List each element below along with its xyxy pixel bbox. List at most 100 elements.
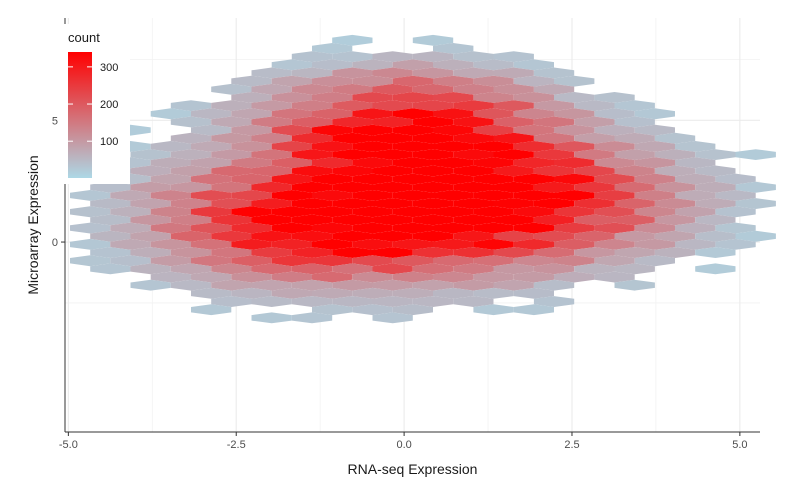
hex-cell: [150, 173, 191, 185]
hex-cell: [574, 165, 615, 177]
hex-cell: [453, 181, 494, 193]
hex-cell: [715, 190, 756, 201]
hex-cell: [271, 124, 312, 136]
hex-cell: [675, 222, 716, 234]
hex-cell: [654, 214, 696, 226]
hex-cell: [392, 141, 433, 152]
hex-cell: [513, 108, 554, 120]
hex-cell: [614, 149, 655, 160]
hex-cell: [251, 296, 292, 307]
hex-cell: [412, 51, 454, 63]
hex-cell: [312, 304, 353, 316]
hex-cell: [392, 157, 433, 169]
hex-cell: [433, 287, 474, 299]
y-axis-title: Microarray Expression: [25, 155, 41, 294]
hex-cell: [312, 141, 353, 152]
hex-cell: [392, 124, 433, 136]
hex-cell: [392, 238, 433, 250]
hex-cell: [170, 149, 212, 160]
hex-cell: [271, 59, 312, 71]
hex-cell: [231, 141, 272, 152]
legend-tick-label: 200: [100, 99, 118, 111]
y-tick-label: 5: [52, 115, 58, 127]
hex-cell: [412, 165, 454, 177]
hex-cell: [473, 124, 514, 136]
hex-cell: [191, 304, 232, 316]
hex-cell: [231, 157, 272, 169]
x-tick-label: -5.0: [59, 439, 78, 451]
hex-cell: [352, 157, 393, 169]
hex-cell: [493, 149, 534, 160]
hex-cell: [493, 51, 534, 63]
hex-cell: [473, 190, 514, 201]
hex-cell: [231, 287, 272, 299]
hex-cell: [332, 198, 373, 209]
hex-cell: [634, 238, 675, 250]
hex-cell: [473, 157, 514, 169]
hex-cell: [614, 247, 655, 258]
hex-cell: [493, 100, 534, 112]
hex-cell: [513, 238, 554, 250]
hex-cell: [372, 67, 413, 79]
hex-cell: [312, 222, 353, 234]
hex-cell: [312, 59, 353, 71]
hex-cell: [352, 124, 393, 136]
hex-cell: [533, 165, 575, 177]
hex-cell: [291, 312, 333, 324]
hex-cell: [412, 83, 454, 95]
x-tick-label: 5.0: [732, 439, 747, 451]
hex-cell: [332, 214, 373, 226]
hex-cell: [211, 181, 252, 193]
hex-cell: [735, 230, 776, 242]
hex-cell: [554, 255, 595, 267]
hex-cell: [594, 190, 635, 201]
hex-cell: [433, 271, 474, 283]
hex-cell: [211, 296, 252, 307]
hex-cell: [372, 214, 413, 226]
hex-cell: [675, 206, 716, 218]
hex-cell: [130, 279, 171, 291]
hex-cell: [110, 222, 151, 234]
hex-cell: [90, 263, 131, 275]
hex-cell: [352, 173, 393, 185]
hex-cell: [392, 173, 433, 185]
hex-cell: [614, 263, 655, 275]
hex-cell: [251, 263, 292, 275]
hex-cell: [493, 247, 534, 258]
hex-cell: [594, 173, 635, 185]
hex-cell: [513, 173, 554, 185]
hex-cell: [312, 173, 353, 185]
hex-cell: [493, 181, 534, 193]
hex-cell: [312, 271, 353, 283]
hex-cell: [352, 287, 393, 299]
hex-cell: [170, 214, 212, 226]
hex-cell: [170, 230, 212, 242]
hex-cell: [695, 214, 736, 226]
hex-cell: [695, 247, 736, 258]
hex-cell: [453, 230, 494, 242]
hex-cell: [473, 271, 514, 283]
hex-cell: [251, 214, 292, 226]
hex-cell: [352, 271, 393, 283]
hex-cell: [90, 198, 131, 209]
x-axis-title: RNA-seq Expression: [348, 461, 478, 477]
hex-cell: [150, 238, 191, 250]
hex-cell: [533, 230, 575, 242]
hex-cell: [493, 165, 534, 177]
hex-cell: [271, 190, 312, 201]
hex-cell: [352, 206, 393, 218]
hex-cell: [372, 83, 413, 95]
hex-cell: [130, 198, 171, 209]
hex-cell: [554, 222, 595, 234]
hex-cell: [513, 92, 554, 103]
hex-cell: [70, 190, 111, 201]
hex-cell: [715, 238, 756, 250]
hex-cell: [291, 198, 333, 209]
hex-cell: [271, 108, 312, 120]
hex-cell: [614, 214, 655, 226]
hex-cell: [372, 296, 413, 307]
hex-cell: [211, 230, 252, 242]
hex-cell: [291, 214, 333, 226]
hex-cell: [372, 198, 413, 209]
hex-cell: [251, 132, 292, 144]
